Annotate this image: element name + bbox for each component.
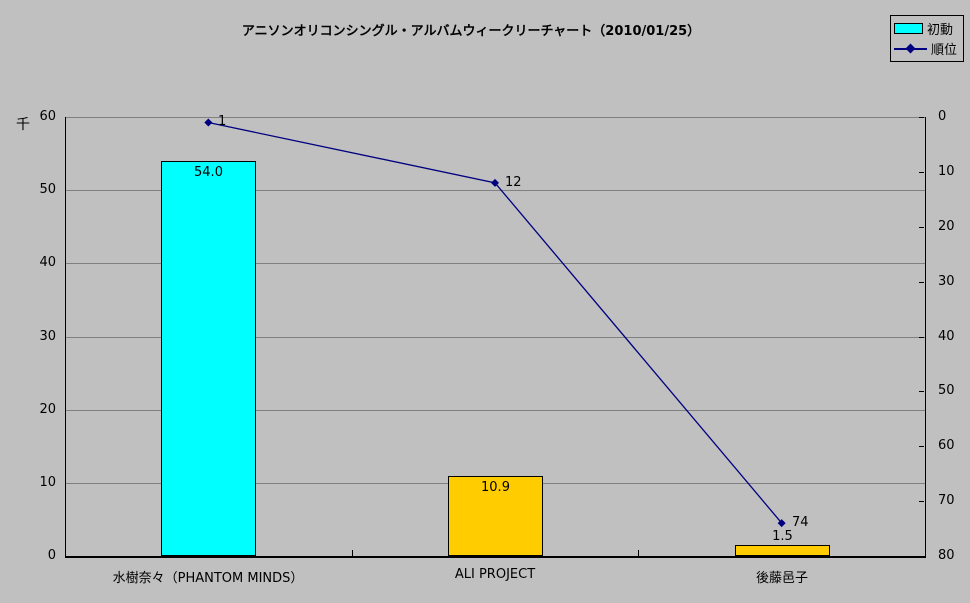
bar-value-label: 54.0 (194, 165, 223, 180)
rank-point-label: 12 (505, 175, 522, 190)
legend-item-juni: 順位 (894, 39, 960, 58)
y-axis-right-tick-mark (919, 337, 924, 338)
y-axis-left-tick-label: 60 (39, 109, 56, 124)
rank-point-label: 1 (218, 114, 227, 129)
y-axis-right-tick-mark (919, 227, 924, 228)
y-axis-right-tick-label: 70 (938, 493, 955, 508)
bar (161, 161, 256, 556)
chart-title: アニソンオリコンシングル・アルバムウィークリーチャート（2010/01/25） (241, 24, 701, 39)
y-axis-left-tick-label: 50 (39, 182, 56, 197)
y-axis-left-tick-label: 0 (47, 548, 56, 563)
legend-item-shodo: 初動 (894, 19, 960, 38)
y-axis-left-tick-label: 20 (39, 402, 56, 417)
bar (735, 545, 830, 556)
y-axis-right-tick-mark (919, 172, 924, 173)
category-label: 水樹奈々（PHANTOM MINDS） (112, 571, 304, 586)
y-axis-right-tick-mark (919, 391, 924, 392)
y-axis-right-tick-label: 50 (938, 383, 955, 398)
y-axis-left-tick-label: 10 (39, 475, 56, 490)
y-axis-right-tick-mark (919, 556, 924, 557)
plot-area (65, 117, 926, 558)
bar-value-label: 10.9 (481, 480, 510, 495)
y-axis-right-tick-label: 60 (938, 438, 955, 453)
legend-item-label: 初動 (927, 22, 954, 38)
category-label: ALI PROJECT (454, 567, 536, 582)
y-axis-right-tick-label: 0 (938, 109, 947, 124)
y-axis-right-tick-label: 10 (938, 164, 955, 179)
line-marker-icon (894, 43, 927, 54)
x-axis-tick-mark (352, 550, 353, 556)
rank-point-label: 74 (792, 515, 809, 530)
y-axis-right-tick-label: 80 (938, 548, 955, 563)
y-axis-right-tick-mark (919, 117, 924, 118)
y-axis-right-tick-mark (919, 446, 924, 447)
y-axis-right-tick-mark (919, 282, 924, 283)
legend: 初動 順位 (890, 15, 964, 62)
y-axis-right-tick-mark (919, 501, 924, 502)
category-label: 後藤邑子 (755, 571, 809, 586)
y-axis-left-tick-label: 40 (39, 255, 56, 270)
x-axis-tick-mark (638, 550, 639, 556)
y-axis-left-tick-label: 30 (39, 329, 56, 344)
gridline (66, 117, 925, 118)
bar-swatch-icon (894, 22, 923, 34)
y-axis-right-tick-label: 20 (938, 219, 955, 234)
bar-value-label: 1.5 (772, 529, 793, 544)
y-axis-right-tick-label: 30 (938, 274, 955, 289)
line-marker-diamond (905, 43, 916, 54)
legend-item-label: 順位 (931, 43, 958, 59)
axis-unit-label: 千 (16, 117, 30, 133)
y-axis-right-tick-label: 40 (938, 329, 955, 344)
